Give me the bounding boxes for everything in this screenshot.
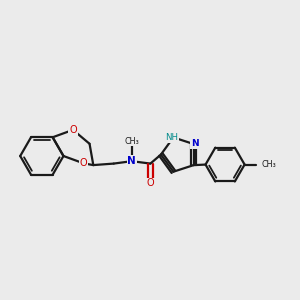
Text: O: O: [69, 125, 77, 135]
Text: NH: NH: [165, 133, 178, 142]
Text: O: O: [80, 158, 88, 168]
Text: methyl: methyl: [129, 142, 134, 144]
Text: N: N: [128, 156, 136, 166]
Text: CH₃: CH₃: [124, 136, 139, 146]
Text: CH₃: CH₃: [261, 160, 276, 169]
Text: O: O: [147, 178, 154, 188]
Text: N: N: [191, 140, 199, 148]
